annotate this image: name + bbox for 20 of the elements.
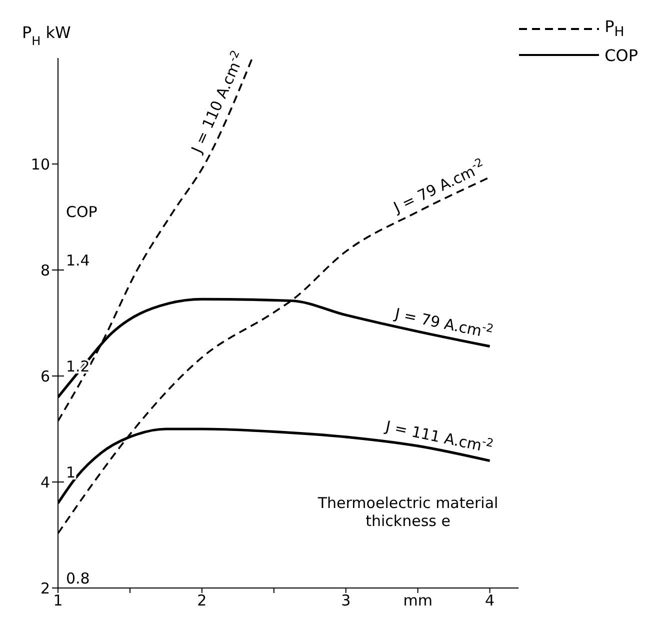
y-tick-label: 6 [40, 367, 50, 386]
text: J = 79 A.cm$^{-2}$ [392, 304, 495, 340]
y2-axis-title: COP [66, 203, 98, 221]
x-tick-label: mm [403, 592, 432, 610]
text: COP [604, 46, 638, 64]
x-tick-label: 2 [197, 592, 207, 610]
x-axis-title: Thermoelectric material thickness e [316, 494, 498, 530]
x-tick-label: 3 [341, 592, 351, 610]
y2-tick-label: 1 [66, 463, 76, 482]
y2-tick-label: 1.4 [66, 251, 90, 270]
y-tick-label: 8 [40, 261, 50, 280]
x-tick-label: 1 [53, 592, 63, 610]
y-tick-label: 2 [40, 579, 50, 598]
y-axis-title: P$_{H}$ kW [22, 23, 72, 48]
y-tick-label: 10 [30, 155, 50, 174]
text: J = 111 A.cm$^{-2}$ [383, 417, 495, 455]
text: P$_{H}$ [604, 17, 624, 41]
y-tick-label: 4 [40, 473, 50, 492]
x-tick-label: 4 [485, 592, 495, 610]
y2-tick-label: 0.8 [66, 569, 90, 588]
